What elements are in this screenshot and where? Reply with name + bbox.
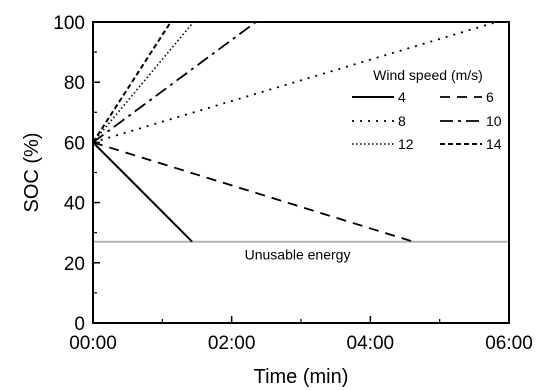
y-tick-label: 80 — [64, 73, 85, 94]
legend-title: Wind speed (m/s) — [373, 67, 483, 83]
legend-label-12: 12 — [398, 136, 414, 152]
legend-label-10: 10 — [486, 113, 502, 129]
x-tick-label: 00:00 — [69, 333, 117, 354]
legend-label-4: 4 — [398, 89, 406, 105]
series-line-14 — [92, 21, 172, 143]
series-layer — [92, 21, 497, 243]
y-tick-label: 60 — [64, 133, 85, 154]
y-tick-label: 40 — [64, 194, 85, 215]
y-axis-title: SOC (%) — [21, 133, 43, 213]
series-line-10 — [92, 21, 257, 144]
legend-label-6: 6 — [486, 89, 494, 105]
series-line-6 — [92, 141, 414, 243]
series-line-12 — [92, 21, 195, 143]
y-tick-label: 0 — [74, 314, 85, 335]
y-tick-label: 100 — [53, 13, 85, 34]
axis-layer: 00:00 02:00 04:00 06:00 0 20 40 60 80 100 — [53, 13, 532, 354]
y-tick-label: 20 — [64, 254, 85, 275]
x-tick-label: 06:00 — [485, 333, 533, 354]
series-line-4 — [92, 141, 193, 243]
legend-label-8: 8 — [398, 113, 406, 129]
x-tick-label: 02:00 — [208, 333, 256, 354]
legend-label-14: 14 — [486, 136, 502, 152]
legend: Wind speed (m/s) 4 6 8 10 12 14 — [352, 67, 502, 152]
x-tick-label: 04:00 — [347, 333, 395, 354]
x-axis-title: Time (min) — [254, 366, 349, 388]
unusable-energy-label: Unusable energy — [245, 247, 351, 263]
threshold-layer: Unusable energy — [93, 240, 509, 263]
